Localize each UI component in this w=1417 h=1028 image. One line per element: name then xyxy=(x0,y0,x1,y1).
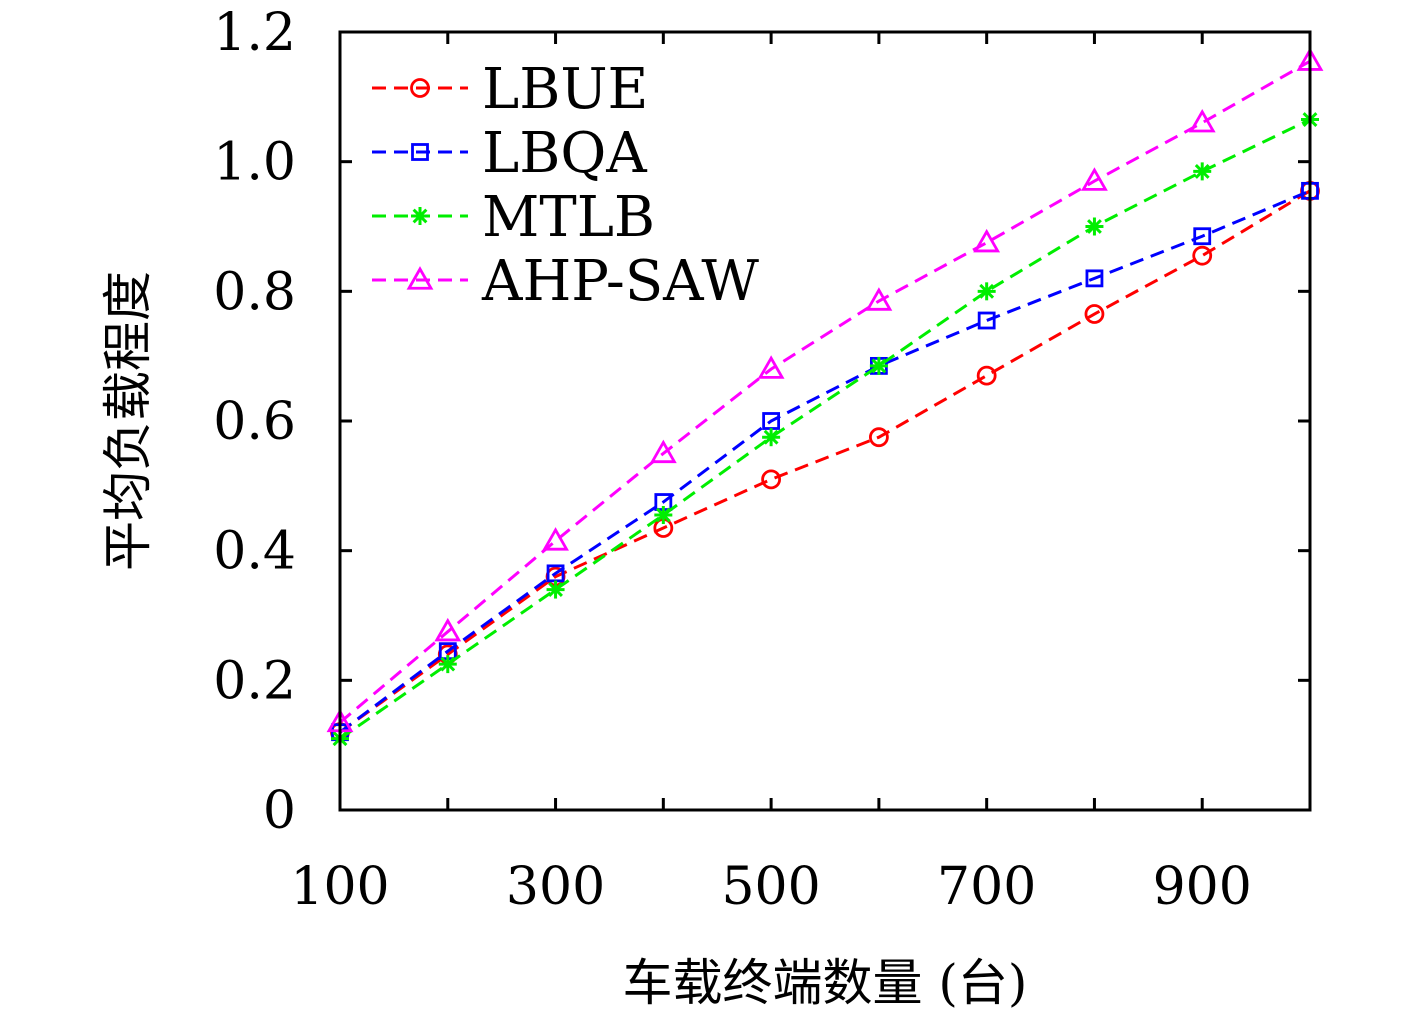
legend-marker-ahp-saw xyxy=(406,266,434,290)
data-point-mtlb xyxy=(438,655,457,674)
legend-label-lbqa: LBQA xyxy=(482,121,647,186)
legend-item-ahp-saw: AHP-SAW xyxy=(372,249,759,314)
series-line-mtlb xyxy=(339,118,1311,740)
data-point-mtlb xyxy=(869,356,888,375)
data-point-mtlb xyxy=(1085,217,1104,236)
data-point-mtlb xyxy=(1193,162,1212,181)
y-tick-label: 1.2 xyxy=(213,3,296,63)
y-tick-label: 0.8 xyxy=(213,262,296,322)
legend-label-ahp-saw: AHP-SAW xyxy=(481,249,759,314)
x-axis-title: 车载终端数量 (台) xyxy=(623,954,1028,1012)
series-line-ahp-saw xyxy=(339,59,1311,724)
data-point-ahp-saw xyxy=(649,439,677,464)
data-point-mtlb xyxy=(762,428,781,447)
legend-item-mtlb: MTLB xyxy=(372,185,655,250)
y-tick-label: 0.2 xyxy=(213,651,296,711)
series-line-lbqa xyxy=(339,189,1311,734)
data-point-lbue xyxy=(868,427,889,448)
series-ahp-saw xyxy=(326,47,1324,733)
data-point-ahp-saw xyxy=(434,617,462,642)
data-point-lbqa xyxy=(1085,269,1104,288)
data-point-ahp-saw xyxy=(1081,167,1108,191)
x-tick-label: 500 xyxy=(721,857,820,917)
y-tick-label: 0.4 xyxy=(213,522,296,582)
data-point-lbqa xyxy=(977,311,996,330)
series-lbqa xyxy=(331,181,1319,742)
legend-marker-mtlb xyxy=(411,207,429,225)
x-tick-label: 700 xyxy=(937,857,1036,917)
y-axis-title: 平均负载程度 xyxy=(99,271,157,571)
x-tick-label: 100 xyxy=(290,857,389,917)
data-point-lbue xyxy=(1192,245,1213,266)
data-point-ahp-saw xyxy=(542,527,569,551)
series-lbue xyxy=(330,180,1320,743)
ticks-layer: 100 300 500 700 900 0 0.2 0.4 0.6 0.8 1.0 1.2 xyxy=(213,3,1312,917)
data-point-lbqa xyxy=(1193,227,1212,246)
legend-item-lbqa: LBQA xyxy=(372,121,647,186)
y-tick-label: 0.6 xyxy=(213,392,296,452)
data-point-ahp-saw xyxy=(973,228,1001,253)
legend-label-mtlb: MTLB xyxy=(482,185,655,250)
series-line-lbue xyxy=(339,189,1311,734)
y-tick-label: 0 xyxy=(263,781,296,841)
legend-marker-lbue xyxy=(410,78,430,98)
y-tick-label: 1.0 xyxy=(213,133,296,193)
data-point-mtlb xyxy=(654,506,673,525)
series-mtlb xyxy=(331,110,1319,748)
data-point-mtlb xyxy=(546,580,565,599)
x-tick-label: 300 xyxy=(506,857,605,917)
legend-label-lbue: LBUE xyxy=(482,57,648,122)
data-point-ahp-saw xyxy=(757,355,785,379)
legend-item-lbue: LBUE xyxy=(372,57,648,122)
legend-marker-lbqa xyxy=(411,143,429,161)
data-point-lbue xyxy=(1084,304,1105,324)
series-layer xyxy=(326,47,1324,748)
data-point-mtlb xyxy=(977,282,996,301)
data-point-ahp-saw xyxy=(865,287,893,311)
data-point-ahp-saw xyxy=(1188,108,1216,133)
x-tick-label: 900 xyxy=(1153,857,1252,917)
data-point-lbue xyxy=(761,469,782,490)
data-point-lbue xyxy=(976,365,997,386)
